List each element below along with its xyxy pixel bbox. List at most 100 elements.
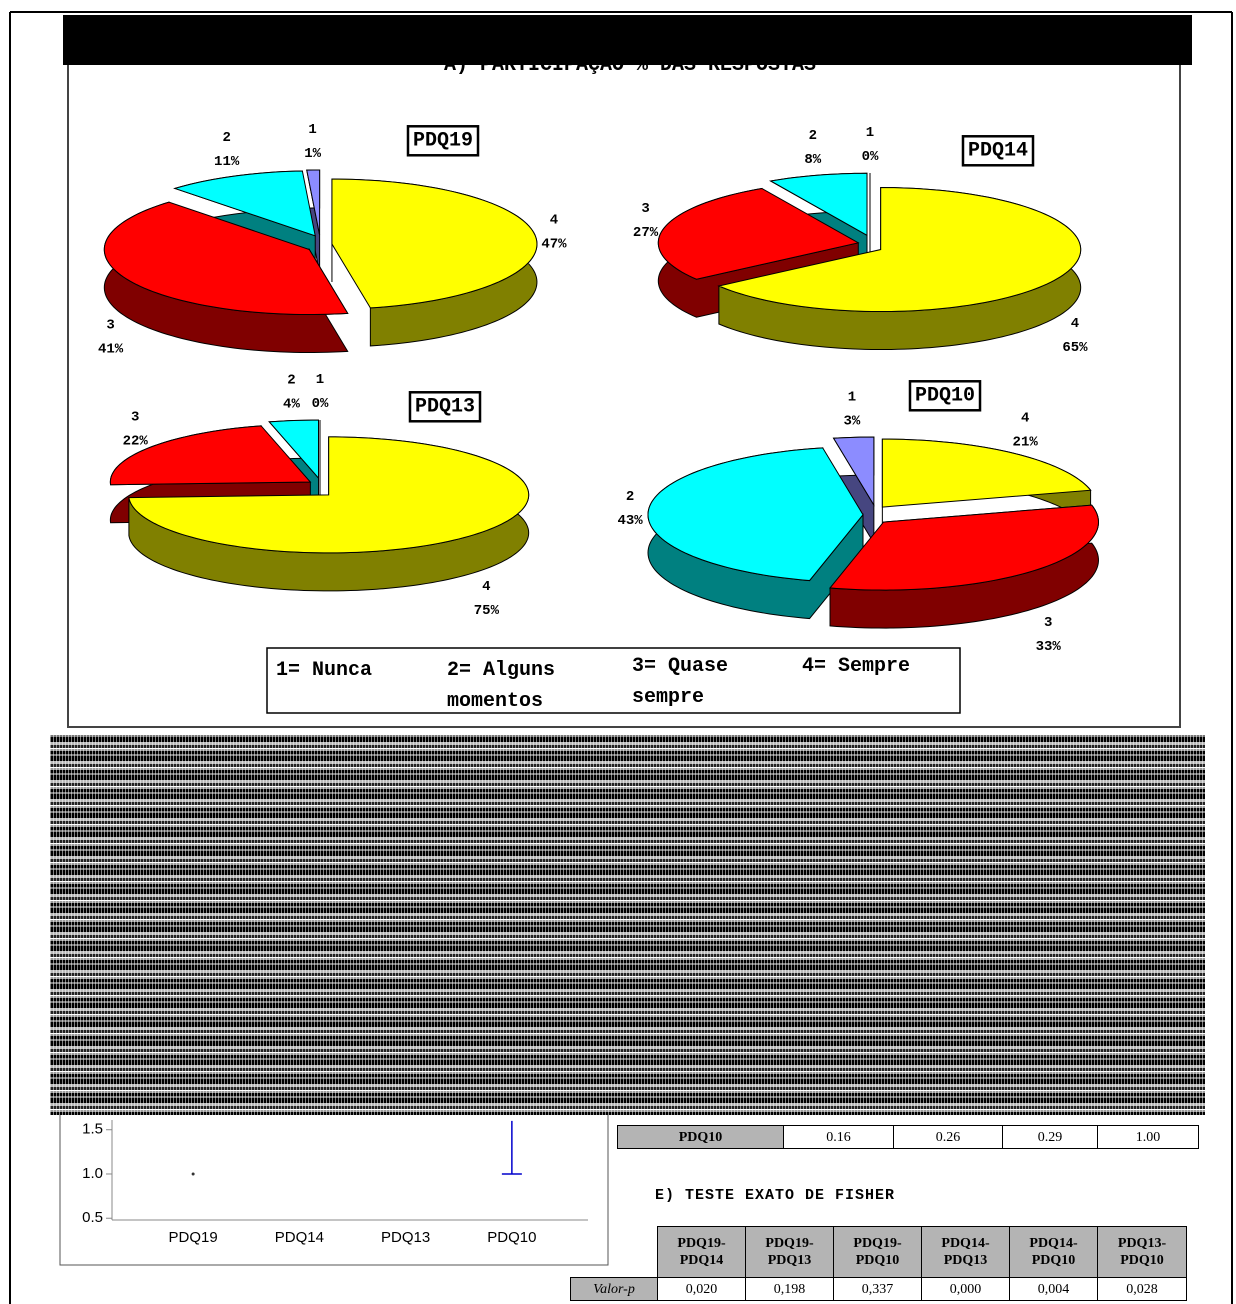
table-cell: 0,000 <box>921 1277 1010 1301</box>
x-tick-label: PDQ14 <box>275 1229 324 1246</box>
legend-line: sempre <box>632 686 704 709</box>
y-tick-label: 0.5 <box>82 1209 103 1226</box>
legend-entry: 4= Sempre <box>802 655 910 678</box>
pie-title: PDQ10 <box>915 384 975 407</box>
table-header: PDQ19- PDQ10 <box>833 1226 922 1278</box>
pie-category-label: 4 <box>1021 411 1029 427</box>
table-cell: PDQ10 <box>617 1125 784 1149</box>
table-cell: 0.26 <box>893 1125 1003 1149</box>
header-line: PDQ14 <box>679 1253 724 1268</box>
pie-category-label: 4 <box>482 579 490 595</box>
pie-slice <box>103 201 349 316</box>
legend-entry: 3= Quase sempre <box>632 655 728 709</box>
pie-category-label: 3 <box>131 410 139 426</box>
pie-category-label: 3 <box>641 201 649 217</box>
pie-slice <box>881 438 1092 508</box>
table-cell: 0,004 <box>1009 1277 1098 1301</box>
pie-category-label: 4 <box>550 213 558 229</box>
pie-value-label: 43% <box>618 513 644 529</box>
scan-noise <box>50 735 1205 1115</box>
black-bar <box>63 15 1192 65</box>
legend-line: 2= Alguns <box>447 659 555 682</box>
table-header: PDQ19- PDQ13 <box>745 1226 834 1278</box>
pie-value-label: 75% <box>474 603 500 619</box>
table-cell: 0.29 <box>1002 1125 1098 1149</box>
pie-value-label: 22% <box>123 434 149 450</box>
pie-category-label: 4 <box>1071 316 1079 332</box>
pie-title: PDQ14 <box>968 139 1028 162</box>
header-line: PDQ19- <box>765 1236 814 1251</box>
pie-category-label: 3 <box>1044 615 1052 631</box>
pie-slice <box>268 419 320 480</box>
pie-category-label: 1 <box>308 122 316 138</box>
table-cell: 0.16 <box>783 1125 894 1149</box>
header-line: PDQ14- <box>1029 1236 1078 1251</box>
pie-slice <box>717 187 1082 313</box>
pie-category-label: 2 <box>287 373 295 389</box>
pie-title-box <box>408 391 482 423</box>
pie-slice <box>306 169 321 236</box>
pie-value-label: 1% <box>304 146 321 162</box>
pie-slice <box>109 425 312 486</box>
pie-value-label: 8% <box>804 152 821 168</box>
pie-category-label: 2 <box>222 130 230 146</box>
pie-value-label: 4% <box>283 397 300 413</box>
pie-slice <box>331 178 538 309</box>
header-line: PDQ13 <box>767 1253 812 1268</box>
pie-title: PDQ13 <box>415 395 475 418</box>
pie-slice <box>173 170 316 237</box>
pie-value-label: 65% <box>1062 340 1088 356</box>
table-cell: 0,020 <box>657 1277 746 1301</box>
pie-category-label: 2 <box>809 128 817 144</box>
section-heading: E) TESTE EXATO DE FISHER <box>655 1187 896 1204</box>
pie-slice <box>657 187 860 280</box>
pie-slice <box>829 504 1099 591</box>
pie-category-label: 3 <box>106 317 114 333</box>
header-line: PDQ10 <box>1031 1253 1076 1268</box>
pie-title: PDQ19 <box>413 129 473 152</box>
point <box>191 1172 195 1176</box>
pie-category-label: 1 <box>866 125 874 141</box>
pie-slice <box>647 447 864 582</box>
x-tick-label: PDQ19 <box>169 1229 218 1246</box>
table-header: PDQ14- PDQ10 <box>1009 1226 1098 1278</box>
pie-value-label: 11% <box>214 154 240 170</box>
pie-value-label: 27% <box>633 225 659 241</box>
chart-frame <box>59 1111 609 1266</box>
pie-title-box <box>961 135 1035 167</box>
header-line: PDQ10 <box>855 1253 900 1268</box>
header-line: PDQ14- <box>941 1236 990 1251</box>
table-header: PDQ19- PDQ14 <box>657 1226 746 1278</box>
row-label: Valor-p <box>570 1277 658 1301</box>
table-header: PDQ14- PDQ13 <box>921 1226 1010 1278</box>
pie-value-label: 33% <box>1036 639 1062 655</box>
x-tick-label: PDQ10 <box>487 1229 536 1246</box>
header-line: PDQ19- <box>677 1236 726 1251</box>
pie-title-box <box>406 125 480 157</box>
pie-slice <box>128 436 530 554</box>
header-line: PDQ19- <box>853 1236 902 1251</box>
pie-category-label: 1 <box>316 372 324 388</box>
pie-value-label: 21% <box>1013 435 1039 451</box>
table-cell: 1.00 <box>1097 1125 1199 1149</box>
y-tick-label: 1.5 <box>82 1121 103 1138</box>
legend-box <box>266 647 961 714</box>
x-tick-label: PDQ13 <box>381 1229 430 1246</box>
pie-value-label: 41% <box>98 341 124 357</box>
table-header: PDQ13- PDQ10 <box>1097 1226 1187 1278</box>
pie-value-label: 0% <box>312 396 329 412</box>
legend-entry: 2= Alguns momentos <box>447 659 555 713</box>
header-line: PDQ13- <box>1117 1236 1167 1251</box>
legend-line: momentos <box>447 690 543 713</box>
legend-entry: 1= Nunca <box>276 659 372 682</box>
pie-slice <box>769 172 868 237</box>
table-cell: 0,028 <box>1097 1277 1187 1301</box>
pie-title-box <box>908 380 982 412</box>
pie-value-label: 47% <box>541 237 567 253</box>
header-line: PDQ10 <box>1120 1253 1164 1268</box>
y-tick-label: 1.0 <box>82 1165 103 1182</box>
legend-line: 3= Quase <box>632 655 728 678</box>
pie-value-label: 3% <box>844 413 861 429</box>
